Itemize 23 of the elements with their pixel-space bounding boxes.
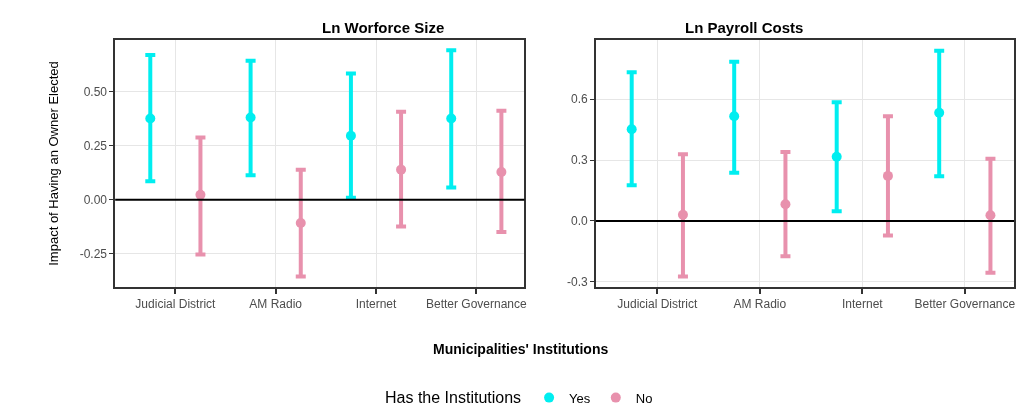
chart-title: Ln Payroll Costs xyxy=(685,19,804,36)
y-tick-label: -0.3 xyxy=(566,275,588,290)
x-tick-label: AM Radio xyxy=(733,297,787,312)
x-tick-label: Better Governance xyxy=(425,297,527,312)
legend-label: Yes xyxy=(569,390,591,406)
x-tick-label: AM Radio xyxy=(249,297,303,312)
x-tick-label: Better Governance xyxy=(914,297,1016,312)
x-tick-label: Internet xyxy=(355,297,398,312)
x-tick-label: Internet xyxy=(841,297,884,312)
y-tick-label: 0.00 xyxy=(83,192,108,207)
chart-title: Ln Worforce Size xyxy=(322,19,445,36)
y-tick-label: 0.3 xyxy=(570,153,588,168)
y-tick-label: 0.25 xyxy=(83,138,108,153)
legend-label: No xyxy=(635,390,653,406)
x-tick-label: Judicial District xyxy=(135,297,217,312)
legend-title: Has the Institutions xyxy=(385,389,522,407)
y-tick-label: 0.6 xyxy=(570,92,588,107)
y-tick-label: 0.0 xyxy=(570,214,588,229)
x-axis-title: Municipalities' Institutions xyxy=(433,341,609,357)
y-tick-label: -0.25 xyxy=(79,246,108,261)
x-tick-label: Judicial District xyxy=(617,297,698,312)
y-tick-label: 0.50 xyxy=(83,84,108,99)
y-axis-title: Impact of Having an Owner Elected xyxy=(46,61,62,266)
